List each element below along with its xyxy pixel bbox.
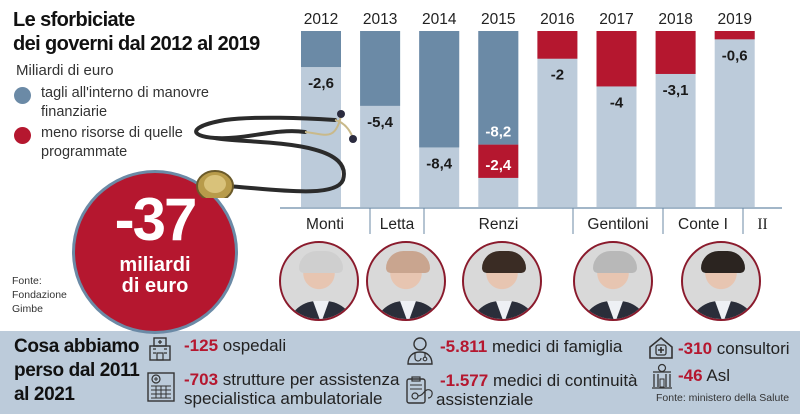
stat-local-health-units: -46 Asl xyxy=(678,366,730,386)
stat-family-clinics: -310 consultori xyxy=(678,339,790,359)
government-label-letta: Letta xyxy=(380,216,415,233)
legend: tagli all'interno di manovre finanziarie… xyxy=(14,84,254,164)
stat-specialist-facilities: -703 strutture per assistenza specialist… xyxy=(184,370,399,408)
stat-family-doctors: -5.811 medici di famiglia xyxy=(440,337,622,357)
source-note-gimbe: Fonte: Fondazione Gimbe xyxy=(12,274,67,316)
government-label-ii: II xyxy=(757,216,767,233)
losses-title-line: al 2021 xyxy=(14,384,75,405)
bar-cuts-2012 xyxy=(301,31,341,68)
house-cross-icon xyxy=(649,336,673,359)
value-label-2016: -2 xyxy=(551,67,564,84)
stat-label: medici di famiglia xyxy=(492,337,623,356)
title-line-2: dei governi dal 2012 al 2019 xyxy=(13,33,260,55)
portrait-conte xyxy=(681,241,761,321)
unit-label: Miliardi di euro xyxy=(16,62,114,79)
stat-hospitals: -125 ospedali xyxy=(184,336,286,356)
total-unit-line-1: miliardi xyxy=(119,254,191,276)
bar-background-2019 xyxy=(714,31,755,207)
portrait-hair xyxy=(299,251,343,273)
legend-label: tagli all'interno di manovre xyxy=(41,85,209,101)
clipboard-stethoscope-icon xyxy=(406,376,433,404)
portrait-letta xyxy=(366,241,446,321)
stat-label: Asl xyxy=(706,366,730,385)
government-label-monti: Monti xyxy=(306,216,344,233)
losses-title-line: Cosa abbiamo xyxy=(14,336,140,357)
bar-cuts-2014 xyxy=(419,31,460,148)
legend-item-cuts: tagli all'interno di manovre finanziarie xyxy=(14,84,254,122)
bar-background-2016 xyxy=(537,31,578,207)
source-line: Fonte: xyxy=(12,275,42,287)
value-label-2019: -0,6 xyxy=(722,47,748,64)
losses-title-line: perso dal 2011 xyxy=(14,360,140,381)
stat-continuity-doctors: -1.577 medici di continuità assistenzial… xyxy=(436,371,638,409)
stat-label: strutture per assistenza xyxy=(222,370,400,389)
portrait-hair xyxy=(482,251,526,273)
government-label-gentiloni: Gentiloni xyxy=(587,216,648,233)
clinic-building-icon xyxy=(147,372,175,402)
year-label-2017: 2017 xyxy=(599,11,633,28)
value-label-2015: -8,2 xyxy=(485,124,511,141)
stat-label-line-2: specialistica ambulatoriale xyxy=(184,389,383,408)
bar-less-resources-2018 xyxy=(655,31,696,74)
public-building-icon xyxy=(652,363,672,389)
total-badge: -37 miliardi di euro xyxy=(72,170,238,334)
portrait-monti xyxy=(279,241,359,321)
portrait-renzi xyxy=(462,241,542,321)
source-line: Gimbe xyxy=(12,303,43,315)
chart-title: Le sforbiciate dei governi dal 2012 al 2… xyxy=(13,8,260,56)
title-line-1: Le sforbiciate xyxy=(13,9,135,31)
year-label-2015: 2015 xyxy=(481,11,515,28)
losses-title: Cosa abbiamo perso dal 2011 al 2021 xyxy=(14,335,140,407)
stat-label: consultori xyxy=(716,339,790,358)
losses-panel: Cosa abbiamo perso dal 2011 al 2021 -125… xyxy=(0,331,800,414)
portrait-hair xyxy=(701,251,745,273)
year-label-2014: 2014 xyxy=(422,11,457,28)
value-label-2015-red: -2,4 xyxy=(485,157,512,174)
stat-number: -310 xyxy=(678,339,713,358)
stethoscope-icon xyxy=(194,110,357,198)
stat-label: ospedali xyxy=(222,336,287,355)
legend-item-less-resources: meno risorse di quelle programmate xyxy=(14,124,254,162)
axis-group: 2012 -2,6 2013 -5,4 2014 -8,4 2015 -8,2 -2,4 2016… xyxy=(280,11,782,234)
total-value: -37 xyxy=(114,186,198,253)
stat-number: -46 xyxy=(678,366,703,385)
doctor-icon xyxy=(407,337,433,365)
hospital-icon xyxy=(149,337,171,361)
portrait-gentiloni xyxy=(573,241,653,321)
stat-number: -1.577 xyxy=(440,371,489,390)
year-label-2018: 2018 xyxy=(658,11,692,28)
bar-less-resources-2019 xyxy=(714,31,755,40)
legend-swatch-blue xyxy=(14,87,31,104)
total-unit-line-2: di euro xyxy=(121,275,189,297)
bar-less-resources-2017 xyxy=(596,31,637,87)
year-label-2012: 2012 xyxy=(304,11,338,28)
year-label-2016: 2016 xyxy=(540,11,574,28)
bar-less-resources-2016 xyxy=(537,31,578,59)
source-line: Fondazione xyxy=(12,289,67,301)
value-label-2017: -4 xyxy=(610,94,624,111)
year-label-2019: 2019 xyxy=(717,11,751,28)
stat-number: -5.811 xyxy=(440,337,488,356)
stat-label: medici di continuità xyxy=(492,371,638,390)
legend-label: meno risorse di quelle xyxy=(41,125,183,141)
legend-label: finanziarie xyxy=(41,104,108,120)
portrait-hair xyxy=(386,251,430,273)
legend-swatch-red xyxy=(14,127,31,144)
legend-label: programmate xyxy=(41,144,128,160)
value-label-2013: -5,4 xyxy=(367,114,394,131)
stat-number: -703 xyxy=(184,370,219,389)
government-label-conte-i: Conte I xyxy=(678,216,728,233)
value-label-2012: -2,6 xyxy=(308,75,334,92)
source-note-ministry: Fonte: ministero della Salute xyxy=(656,392,790,404)
bar-less-resources-2015 xyxy=(478,144,519,178)
stat-number: -125 xyxy=(184,336,219,355)
value-label-2014: -8,4 xyxy=(426,155,453,172)
value-label-2018: -3,1 xyxy=(663,82,689,99)
portrait-hair xyxy=(593,251,637,273)
government-label-renzi: Renzi xyxy=(479,216,519,233)
bar-cuts-2013 xyxy=(360,31,401,106)
bar-cuts-2015 xyxy=(478,31,519,145)
year-label-2013: 2013 xyxy=(363,11,397,28)
stat-label-line-2: assistenziale xyxy=(436,390,534,409)
